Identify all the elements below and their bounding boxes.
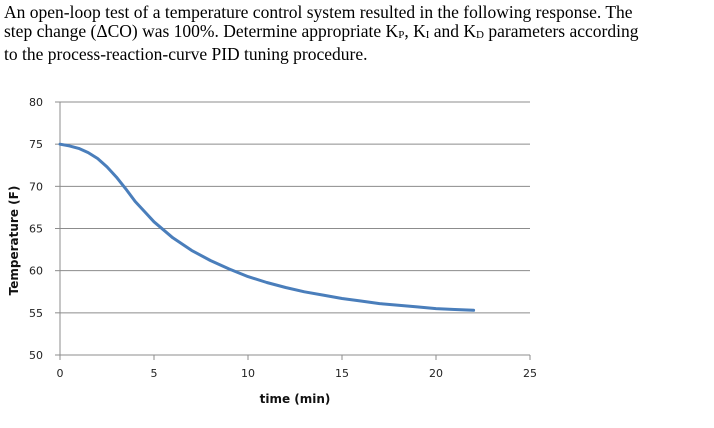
separator-kd: and K — [429, 21, 477, 41]
problem-line-2: step change (ΔCO) was 100%. Determine ap… — [4, 22, 704, 45]
x-tick-label: 0 — [57, 367, 64, 380]
y-tick-label: 60 — [29, 265, 43, 278]
chart-axes — [55, 101, 531, 360]
kp-subscript: P — [398, 29, 405, 41]
x-tick-label: 20 — [429, 367, 443, 380]
y-tick-label: 65 — [29, 223, 43, 236]
tick-labels: 50 55 60 65 70 75 80 0 5 10 15 20 25 — [29, 96, 537, 380]
problem-line-2-end: parameters according — [483, 21, 639, 41]
y-tick-label: 50 — [29, 349, 43, 362]
problem-line-3: to the process-reaction-curve PID tuning… — [4, 44, 368, 64]
separator-ki: , K — [404, 21, 426, 41]
series-group — [58, 142, 476, 312]
x-tick-label: 15 — [335, 367, 349, 380]
x-tick-label: 25 — [523, 367, 537, 380]
x-tick-label: 10 — [241, 367, 255, 380]
problem-line-1: An open-loop test of a temperature contr… — [4, 2, 633, 22]
y-tick-label: 70 — [29, 180, 43, 193]
ki-subscript: I — [425, 29, 430, 41]
kd-subscript: D — [476, 29, 484, 41]
problem-statement: An open-loop test of a temperature contr… — [4, 3, 704, 64]
x-axis-title: time (min) — [260, 392, 331, 406]
y-tick-label: 55 — [29, 307, 43, 320]
y-axis-title: Temperature (F) — [7, 186, 21, 296]
y-tick-label: 75 — [29, 138, 43, 151]
problem-line-2-start: step change (ΔCO) was 100%. Determine ap… — [4, 21, 399, 41]
grid-lines — [60, 101, 530, 314]
y-tick-label: 80 — [29, 96, 43, 109]
series-line-0 — [58, 142, 476, 312]
x-tick-label: 5 — [151, 367, 158, 380]
